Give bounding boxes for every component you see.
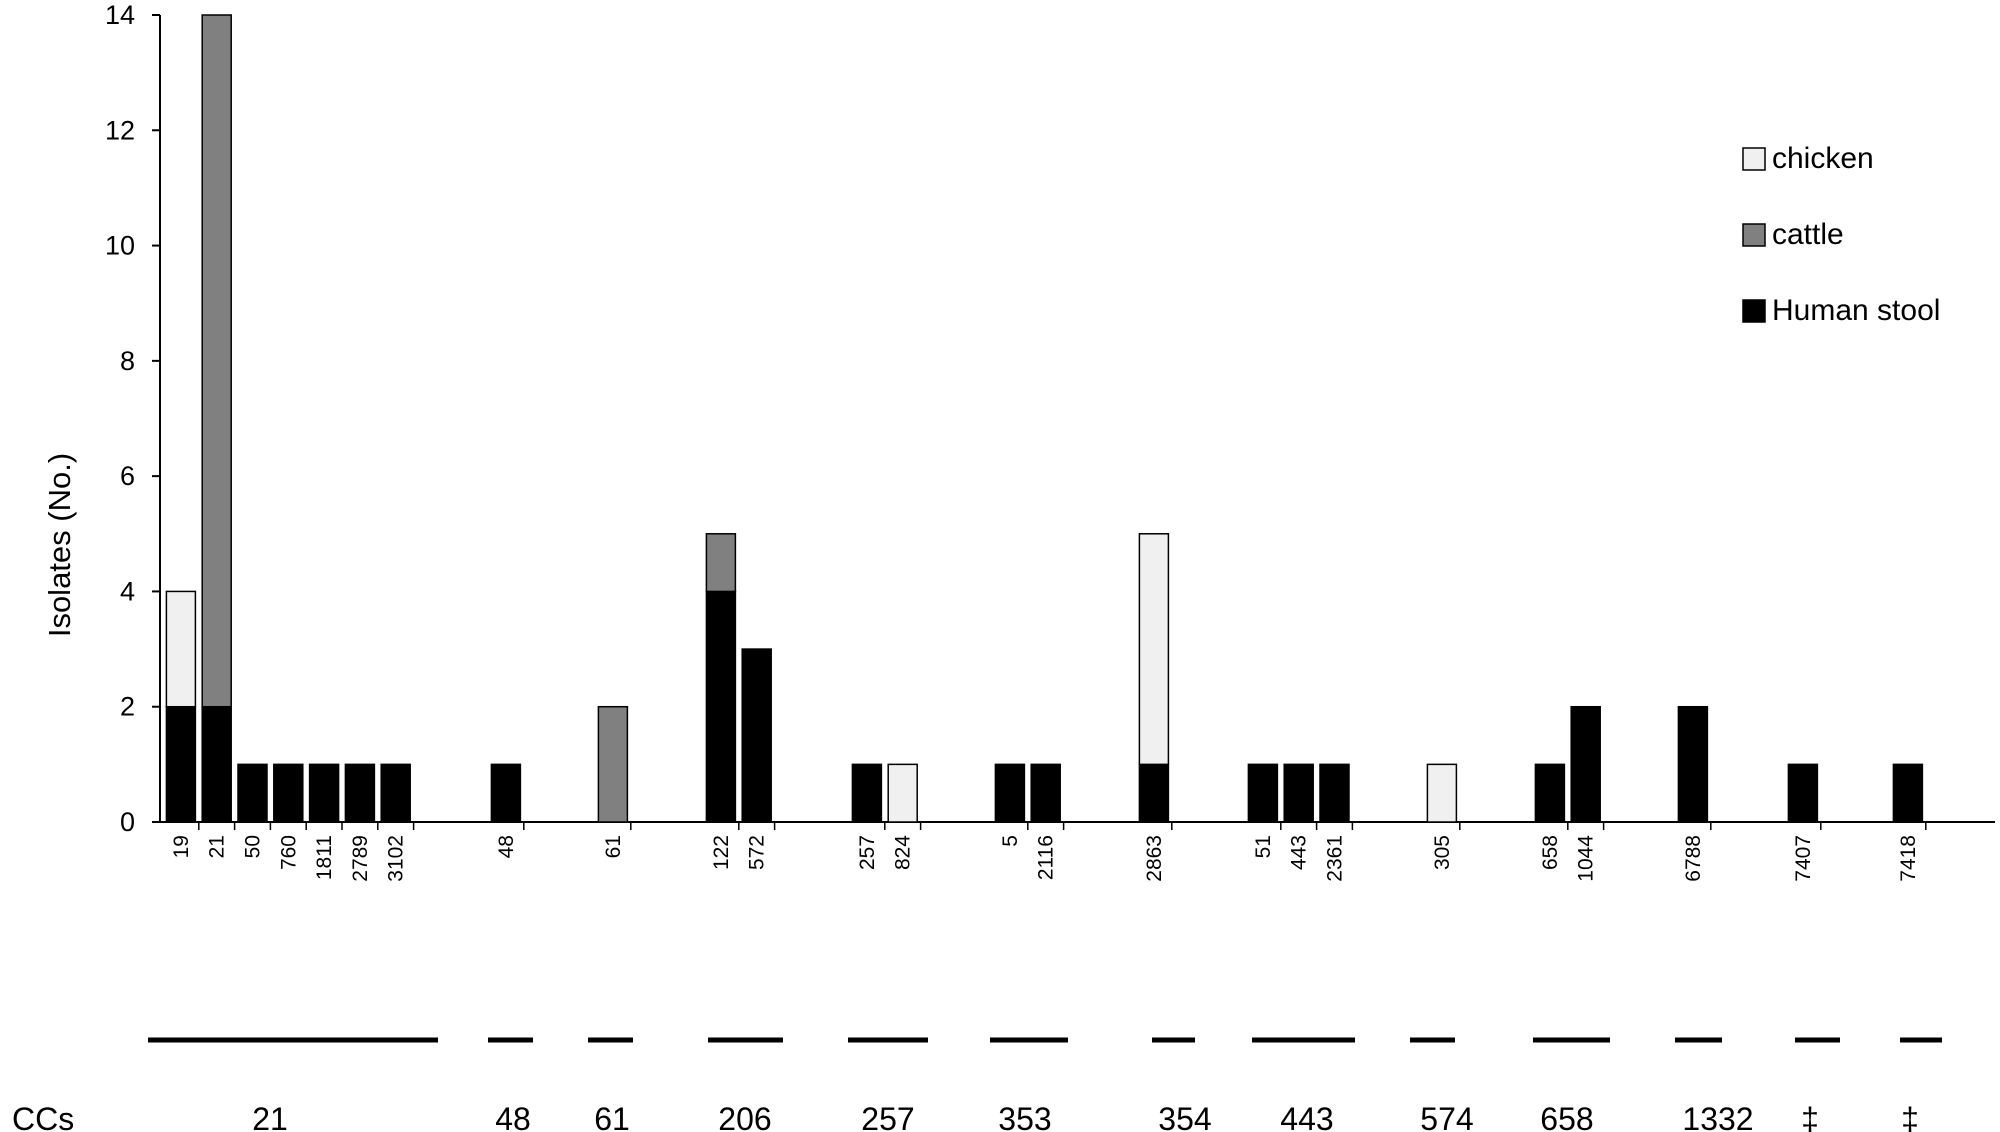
category-label: 2789 [349, 835, 372, 882]
group-label: 1332 [1682, 1101, 1753, 1132]
bar-segment-human-stool [1138, 763, 1170, 823]
category-label: 50 [242, 835, 265, 858]
bar-segment-human-stool [273, 763, 304, 823]
bar-segment-human-stool [1283, 763, 1314, 823]
bars [165, 14, 1927, 830]
category-label: 824 [892, 835, 915, 870]
bar-segment-human-stool [344, 763, 376, 823]
bar-segment-human-stool [994, 763, 1026, 823]
bar-segment-human-stool [1892, 763, 1924, 823]
y-ticks: 0 2 4 6 8 10 12 14 [105, 0, 160, 837]
group-label: 574 [1420, 1101, 1473, 1132]
bar-segment-chicken [1426, 763, 1458, 823]
bar-segment-human-stool [1319, 763, 1350, 823]
legend-label: cattle [1772, 218, 1844, 251]
category-label: 7418 [1897, 835, 1920, 882]
category-label: 61 [602, 835, 625, 858]
category-label: 19 [170, 835, 193, 858]
bar-segment-human-stool [1787, 763, 1819, 823]
bar-segment-human-stool [201, 705, 232, 823]
bar-segment-human-stool [308, 763, 340, 823]
ccs-title: CCs [12, 1101, 74, 1132]
group-labels: 21 48 61 206 257 353 354 443 574 658 1332 ‡ ‡ [252, 1101, 1919, 1132]
category-label: 48 [495, 835, 518, 858]
category-label: 2116 [1035, 835, 1058, 880]
category-label: 1811 [313, 835, 336, 880]
bar-segment-human-stool [1677, 705, 1709, 823]
bar-segment-chicken [165, 590, 197, 708]
y-tick-label: 8 [120, 346, 135, 376]
category-label: 2361 [1324, 835, 1347, 882]
bar-segment-human-stool [851, 763, 883, 823]
category-label: 305 [1431, 835, 1454, 870]
category-label: 572 [746, 835, 769, 870]
bar-segment-human-stool [1247, 763, 1279, 823]
group-label: 658 [1540, 1101, 1593, 1132]
group-label: 354 [1158, 1101, 1211, 1132]
group-label: 61 [594, 1101, 630, 1132]
y-tick-label: 14 [105, 0, 135, 30]
y-tick-label: 0 [120, 807, 135, 837]
group-label: 443 [1280, 1101, 1333, 1132]
category-label: 122 [710, 835, 733, 870]
y-axis-label: Isolates (No.) [42, 453, 77, 637]
category-label: 1044 [1575, 835, 1598, 882]
legend-label: chicken [1772, 142, 1874, 175]
group-label: 257 [861, 1101, 914, 1132]
category-label: 51 [1252, 835, 1275, 858]
category-label: 21 [206, 835, 229, 858]
legend-swatch [1742, 299, 1766, 323]
category-label: 3102 [385, 835, 408, 882]
category-label: 5 [999, 835, 1022, 847]
bar-segment-human-stool [741, 648, 772, 823]
bar-segment-human-stool [705, 590, 737, 823]
legend-label: Human stool [1772, 294, 1940, 327]
bar-segment-human-stool [490, 763, 522, 823]
group-label: ‡ [1801, 1101, 1819, 1132]
y-tick-label: 6 [120, 461, 135, 491]
bar-segment-chicken [1138, 533, 1170, 766]
bar-segment-human-stool [380, 763, 411, 823]
bar-segment-cattle [705, 533, 737, 593]
group-label: 206 [718, 1101, 771, 1132]
category-label: 443 [1288, 835, 1311, 870]
bar-segment-cattle [597, 705, 629, 823]
group-label: 48 [495, 1101, 531, 1132]
category-label: 7407 [1792, 835, 1815, 882]
axes: 0 2 4 6 8 10 12 14 [105, 0, 1995, 837]
legend-swatch [1742, 147, 1766, 171]
bar-segment-human-stool [165, 705, 197, 823]
category-label: 257 [856, 835, 879, 870]
legend: chicken cattle Human stool [1742, 142, 1940, 327]
legend-swatch [1742, 223, 1766, 247]
group-label: 353 [998, 1101, 1051, 1132]
category-label: 2863 [1143, 835, 1166, 882]
y-tick-label: 2 [120, 692, 135, 722]
group-label: ‡ [1901, 1101, 1919, 1132]
bar-segment-human-stool [1534, 763, 1566, 823]
category-labels: 19 21 50 760 1811 2789 3102 48 61 122 572 257 824 5 21… [170, 835, 1920, 882]
bar-segment-human-stool [1030, 763, 1061, 823]
y-tick-label: 4 [120, 576, 135, 606]
category-label: 6788 [1682, 835, 1705, 882]
bar-segment-human-stool [1570, 705, 1601, 823]
y-tick-label: 12 [105, 115, 135, 145]
bar-segment-chicken [887, 763, 918, 823]
category-label: 658 [1539, 835, 1562, 870]
category-label: 760 [277, 835, 300, 870]
bar-segment-cattle [201, 14, 232, 708]
group-label: 21 [252, 1101, 288, 1132]
bar-segment-human-stool [237, 763, 268, 823]
y-tick-label: 10 [105, 231, 135, 261]
